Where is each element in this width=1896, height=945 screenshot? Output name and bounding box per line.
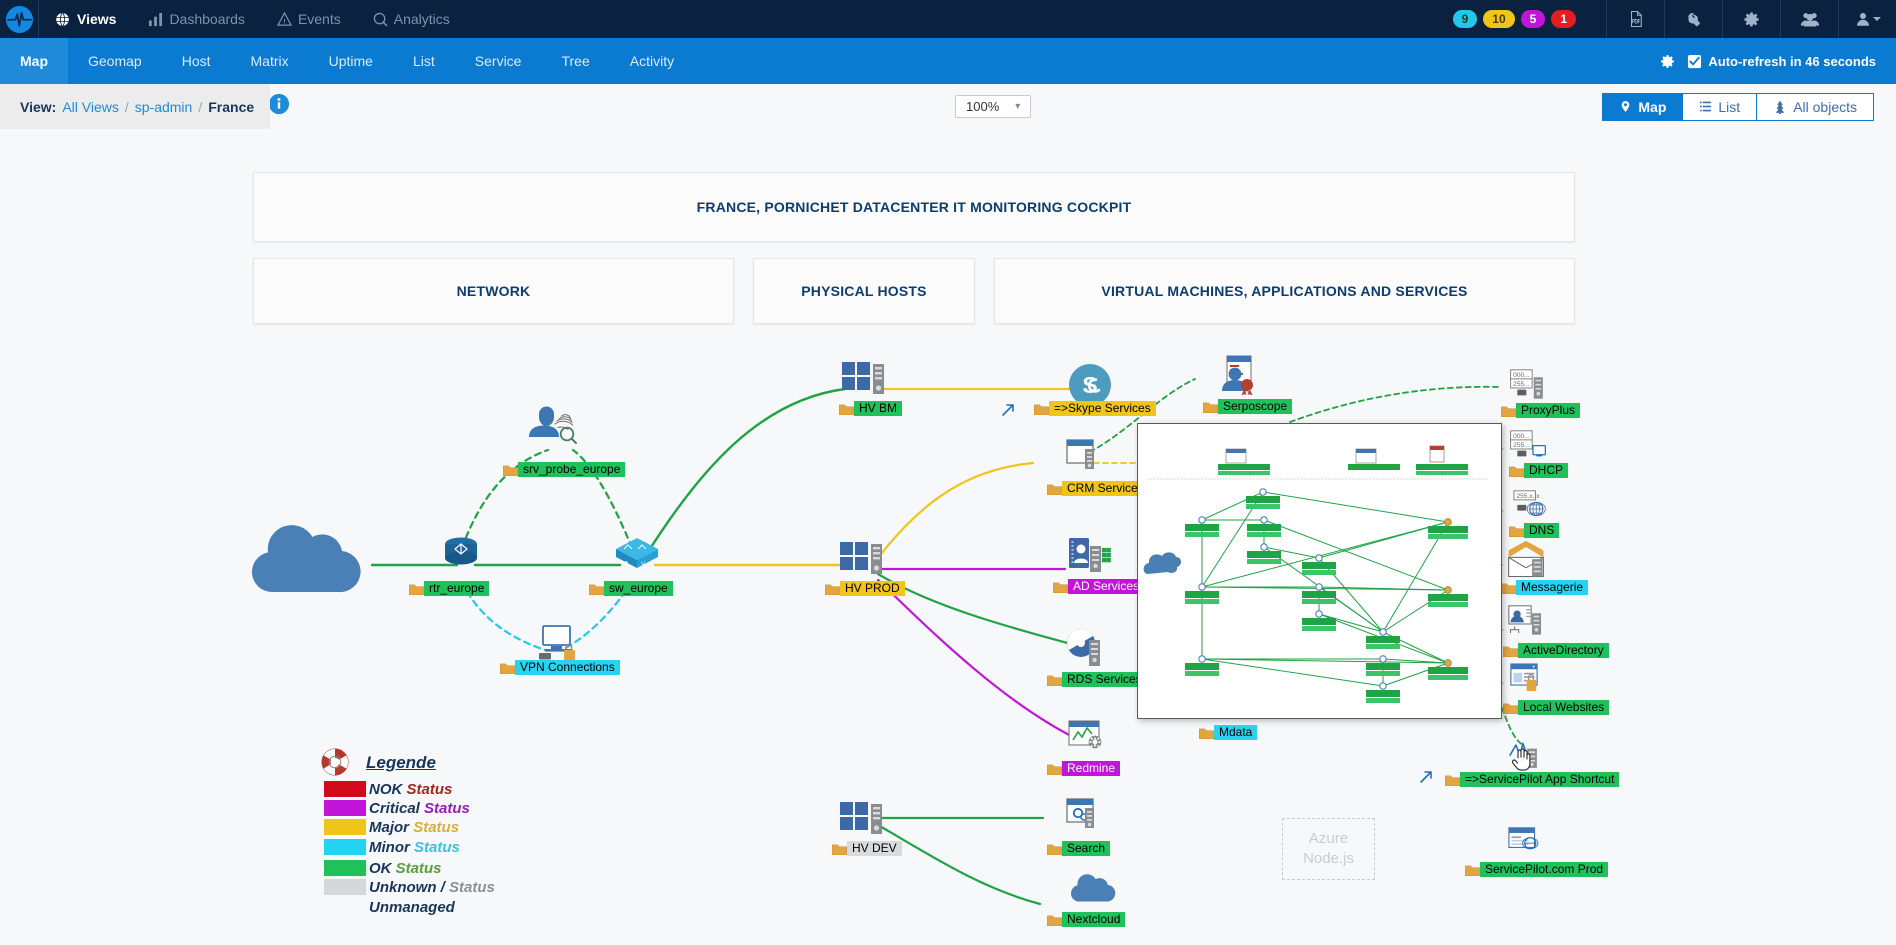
svg-text:V: V — [641, 562, 645, 568]
svg-text:000...: 000... — [1513, 433, 1530, 440]
svg-text:255...: 255... — [1513, 442, 1530, 449]
svg-text:!: ! — [283, 18, 285, 25]
svg-text:255...: 255... — [1513, 381, 1530, 388]
svg-text:255.x..x: 255.x..x — [1516, 493, 1540, 500]
svg-text:000...: 000... — [1513, 372, 1530, 379]
